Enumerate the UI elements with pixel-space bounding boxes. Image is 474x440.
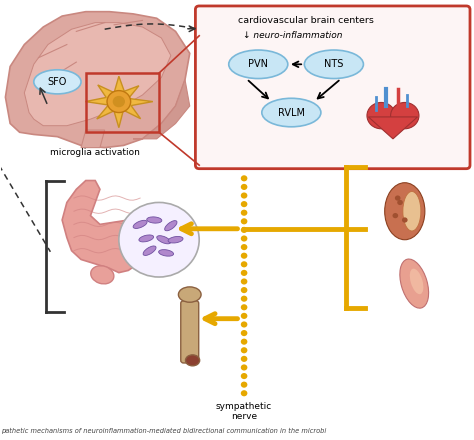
Circle shape xyxy=(241,347,247,353)
Circle shape xyxy=(119,202,199,277)
Polygon shape xyxy=(5,11,190,148)
Ellipse shape xyxy=(139,235,154,242)
Circle shape xyxy=(241,313,247,319)
Circle shape xyxy=(241,201,247,207)
Circle shape xyxy=(241,364,247,370)
Ellipse shape xyxy=(143,246,156,256)
Circle shape xyxy=(241,218,247,224)
Ellipse shape xyxy=(262,98,321,127)
Text: NTS: NTS xyxy=(324,59,344,69)
Polygon shape xyxy=(85,76,153,128)
Circle shape xyxy=(402,217,408,223)
Circle shape xyxy=(241,184,247,190)
Circle shape xyxy=(241,330,247,336)
Ellipse shape xyxy=(34,70,81,94)
Ellipse shape xyxy=(304,50,364,79)
Text: ↓ neuro-inflammation: ↓ neuro-inflammation xyxy=(243,31,343,40)
Circle shape xyxy=(392,213,398,218)
Polygon shape xyxy=(24,22,171,126)
Circle shape xyxy=(241,373,247,379)
Circle shape xyxy=(241,192,247,198)
Ellipse shape xyxy=(147,217,162,223)
Circle shape xyxy=(241,296,247,302)
Ellipse shape xyxy=(229,50,288,79)
Text: PVN: PVN xyxy=(248,59,268,69)
Circle shape xyxy=(367,103,395,129)
Ellipse shape xyxy=(164,220,177,231)
Circle shape xyxy=(391,103,419,129)
Circle shape xyxy=(241,304,247,310)
Circle shape xyxy=(397,200,403,205)
FancyBboxPatch shape xyxy=(195,6,470,169)
Circle shape xyxy=(241,356,247,362)
Ellipse shape xyxy=(400,259,428,308)
Circle shape xyxy=(107,91,131,113)
Text: pathetic mechanisms of neuroinflammation-mediated bidirectional communication in: pathetic mechanisms of neuroinflammation… xyxy=(0,428,326,433)
Ellipse shape xyxy=(91,266,114,284)
Circle shape xyxy=(241,390,247,396)
Circle shape xyxy=(241,287,247,293)
Circle shape xyxy=(241,227,247,233)
Text: SFO: SFO xyxy=(48,77,67,87)
Ellipse shape xyxy=(168,236,183,243)
Circle shape xyxy=(241,270,247,276)
Ellipse shape xyxy=(133,220,147,228)
Circle shape xyxy=(395,195,401,201)
Ellipse shape xyxy=(157,236,171,244)
Circle shape xyxy=(241,209,247,216)
FancyBboxPatch shape xyxy=(181,301,199,363)
Circle shape xyxy=(241,321,247,327)
Ellipse shape xyxy=(403,191,421,231)
Polygon shape xyxy=(133,80,190,139)
Circle shape xyxy=(241,175,247,181)
Text: microglia activation: microglia activation xyxy=(50,147,140,157)
Circle shape xyxy=(241,244,247,250)
Ellipse shape xyxy=(178,287,201,302)
Text: cardiovascular brain centers: cardiovascular brain centers xyxy=(237,16,374,25)
Circle shape xyxy=(241,339,247,345)
Ellipse shape xyxy=(385,183,425,240)
Polygon shape xyxy=(81,130,105,148)
Circle shape xyxy=(241,253,247,259)
Text: sympathetic: sympathetic xyxy=(216,402,272,411)
Circle shape xyxy=(241,381,247,388)
Circle shape xyxy=(241,279,247,285)
Text: nerve: nerve xyxy=(231,412,257,421)
Circle shape xyxy=(241,261,247,268)
Circle shape xyxy=(241,235,247,242)
Circle shape xyxy=(113,96,125,107)
Polygon shape xyxy=(368,117,418,139)
Ellipse shape xyxy=(159,249,173,256)
Polygon shape xyxy=(62,180,152,273)
Text: RVLM: RVLM xyxy=(278,107,305,117)
Ellipse shape xyxy=(410,268,423,294)
Ellipse shape xyxy=(185,355,200,366)
